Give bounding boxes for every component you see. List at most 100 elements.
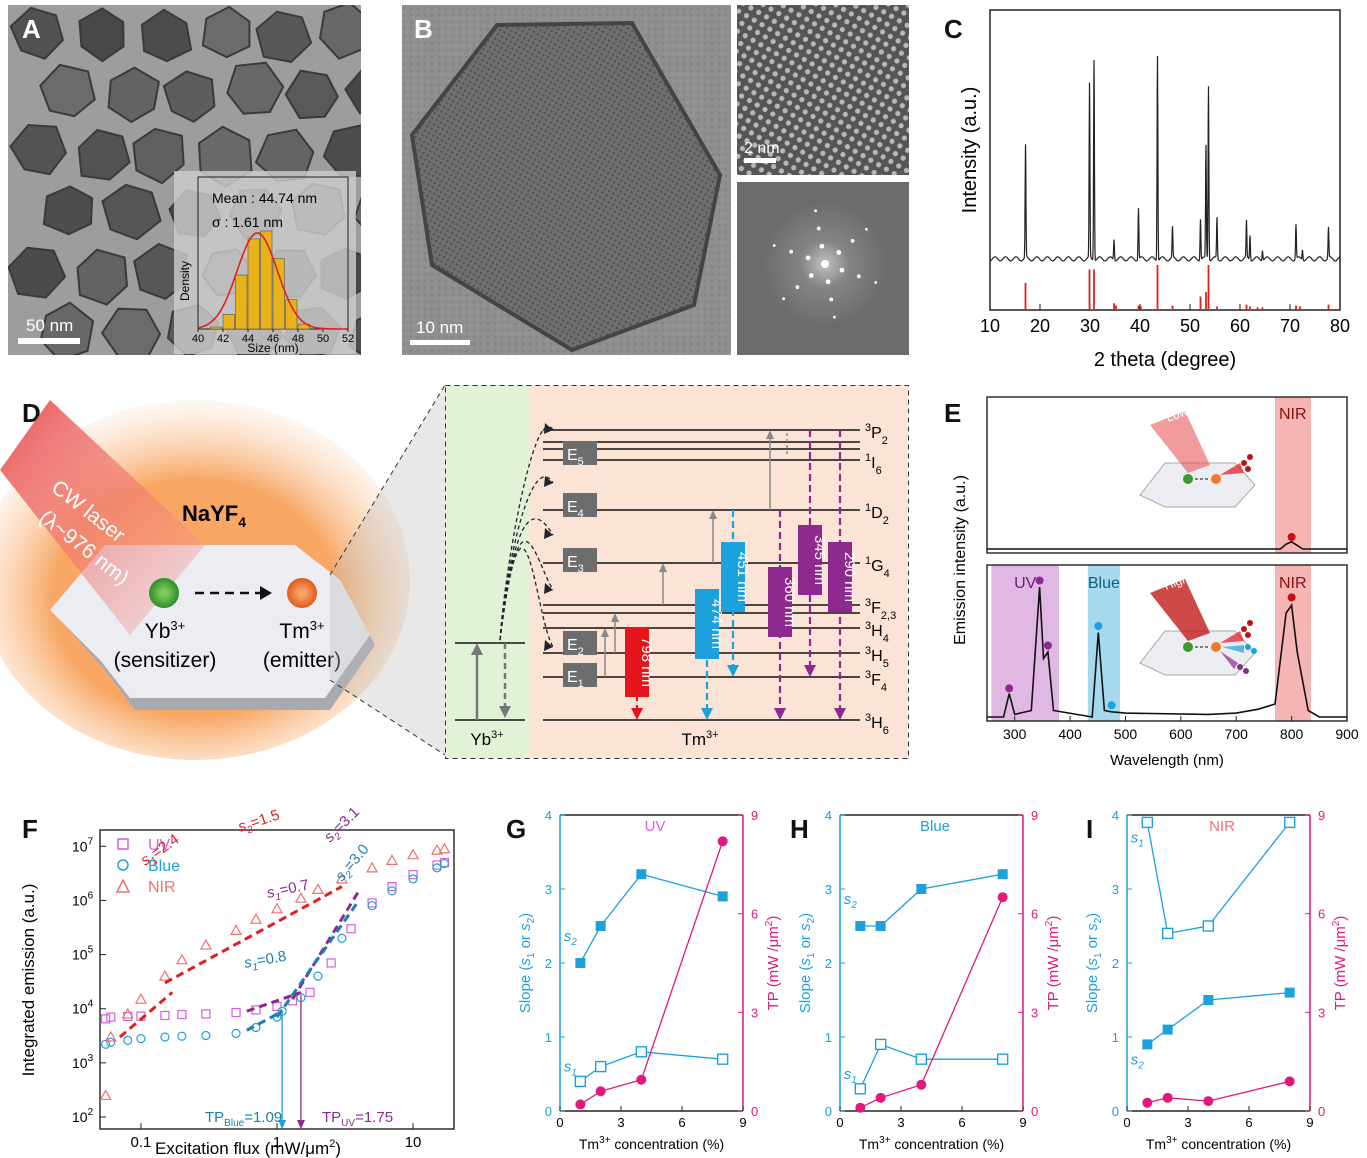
fft-spot bbox=[772, 244, 776, 247]
tp-point bbox=[636, 1074, 647, 1085]
series-line-s2 bbox=[860, 873, 1003, 927]
y-tick-label: 3 bbox=[825, 882, 832, 897]
fft-spot bbox=[832, 315, 836, 319]
nanoparticle bbox=[132, 127, 185, 185]
blue-data-point bbox=[160, 1032, 170, 1042]
panel-b-label: B bbox=[414, 14, 433, 44]
peak-marker bbox=[1035, 576, 1044, 585]
legend-label: UV bbox=[148, 837, 171, 854]
hist-tick-label: 48 bbox=[292, 333, 304, 345]
transition-wavelength-label: 360 nm bbox=[781, 577, 798, 627]
fft-spot bbox=[805, 255, 811, 261]
yb-relax-head bbox=[499, 706, 511, 718]
hist-tick-label: 44 bbox=[242, 333, 254, 345]
annot-nir-s2: s2=1.5 bbox=[236, 806, 283, 838]
nir-data-point bbox=[99, 1089, 112, 1101]
yb-ion-label: Yb3+ bbox=[470, 729, 503, 749]
nir-data-point bbox=[121, 1007, 134, 1019]
nanoparticle bbox=[39, 63, 96, 118]
band-label-uv: UV bbox=[1014, 575, 1037, 592]
y-tick-label: 3 bbox=[545, 882, 552, 897]
tp-axis-label: TP (mW /μm2) bbox=[1331, 916, 1349, 1011]
tp-point bbox=[1142, 1097, 1153, 1108]
histogram-bar bbox=[297, 323, 310, 330]
fit-line bbox=[164, 885, 343, 985]
x-tick-label: 0 bbox=[1123, 1115, 1130, 1130]
emission-transition-head bbox=[774, 708, 786, 720]
f-ytick-label: 106 bbox=[72, 890, 94, 908]
xrd-tick-label: 60 bbox=[1230, 316, 1250, 336]
s2-point bbox=[997, 869, 1008, 880]
tm-ion-label: Tm3+ bbox=[681, 729, 718, 749]
s2-point bbox=[1284, 987, 1295, 998]
s2-point bbox=[916, 884, 927, 894]
slope-axis-label: Slope (s1 or s2) bbox=[797, 913, 817, 1013]
nir-data-point bbox=[366, 861, 379, 873]
nanoparticle bbox=[9, 123, 68, 176]
tp-point bbox=[1162, 1092, 1173, 1103]
tp-axis-label: TP (mW /μm2) bbox=[764, 916, 782, 1011]
e-tick-label: 400 bbox=[1058, 726, 1082, 742]
nanoparticle bbox=[76, 248, 129, 306]
nanoparticle bbox=[255, 10, 313, 63]
nanoparticle bbox=[344, 69, 361, 115]
fft-center-spot bbox=[821, 260, 829, 268]
panel-c-label: C bbox=[944, 14, 963, 44]
uv-data-point bbox=[346, 924, 356, 934]
nir-data-point bbox=[158, 969, 171, 981]
legend-marker-blue bbox=[117, 859, 129, 871]
hist-tick-label: 40 bbox=[192, 333, 204, 345]
emission-transition-head bbox=[727, 665, 739, 677]
s1-point bbox=[996, 1053, 1009, 1065]
s1-point bbox=[854, 1083, 867, 1095]
fft-spot bbox=[816, 226, 821, 231]
yb-label: Yb3+ bbox=[145, 618, 186, 643]
transition-wavelength-label: 451 nm bbox=[734, 552, 751, 602]
s2-point bbox=[1162, 1024, 1173, 1035]
slope-axis-label: Slope (s1 or s2) bbox=[1084, 913, 1104, 1013]
fft-spot bbox=[819, 243, 825, 249]
tp-point bbox=[1203, 1096, 1214, 1107]
e-tick-label: 700 bbox=[1225, 726, 1249, 742]
s1-point bbox=[716, 1053, 729, 1065]
s2-point bbox=[717, 891, 728, 902]
y2-tick-label: 0 bbox=[751, 1104, 758, 1119]
hrtem-zoom-inset bbox=[737, 5, 909, 175]
energy-transfer-head bbox=[544, 583, 553, 594]
energy-level-label: 3H6 bbox=[865, 712, 889, 737]
hist-tick-label: 46 bbox=[267, 333, 279, 345]
fft-spot bbox=[808, 273, 814, 278]
series-line-s1 bbox=[859, 1043, 1003, 1090]
upconversion-head bbox=[709, 510, 717, 519]
energy-transfer-head bbox=[544, 640, 553, 651]
f-ytick-label: 104 bbox=[72, 999, 94, 1017]
tp-point bbox=[916, 1079, 927, 1090]
fft-spot bbox=[789, 249, 794, 254]
band-label-blue: Blue bbox=[1088, 575, 1120, 592]
nanoparticle bbox=[318, 5, 361, 60]
s1-point bbox=[594, 1060, 607, 1073]
xrd-tick-label: 40 bbox=[1130, 316, 1150, 336]
ladder-box-label: E1 bbox=[567, 669, 584, 690]
tp-point bbox=[1284, 1076, 1295, 1087]
f-ytick-label: 102 bbox=[72, 1107, 94, 1125]
y2-tick-label: 3 bbox=[1031, 1005, 1038, 1020]
band-label-nir-low: NIR bbox=[1279, 406, 1307, 423]
transition-label-box bbox=[768, 567, 792, 637]
emission-band bbox=[1275, 397, 1311, 553]
xrd-tick-label: 80 bbox=[1330, 316, 1350, 336]
uv-data-point bbox=[231, 1007, 241, 1018]
y-tick-label: 1 bbox=[1112, 1030, 1119, 1045]
y2-tick-label: 9 bbox=[751, 808, 758, 823]
y-tick-label: 2 bbox=[825, 956, 832, 971]
xrd-tick-label: 30 bbox=[1080, 316, 1100, 336]
xrd-tick-label: 20 bbox=[1030, 316, 1050, 336]
concentration-axis-label: Tm3+ concentration (%) bbox=[579, 1135, 724, 1152]
series-line-TP bbox=[1147, 1080, 1290, 1104]
panel-e-label: E bbox=[944, 398, 962, 428]
fft-spot bbox=[856, 274, 861, 279]
series-tag-s1: s1 bbox=[564, 1058, 577, 1078]
chart-title: NIR bbox=[1209, 818, 1235, 835]
x-tick-label: 3 bbox=[897, 1115, 904, 1130]
